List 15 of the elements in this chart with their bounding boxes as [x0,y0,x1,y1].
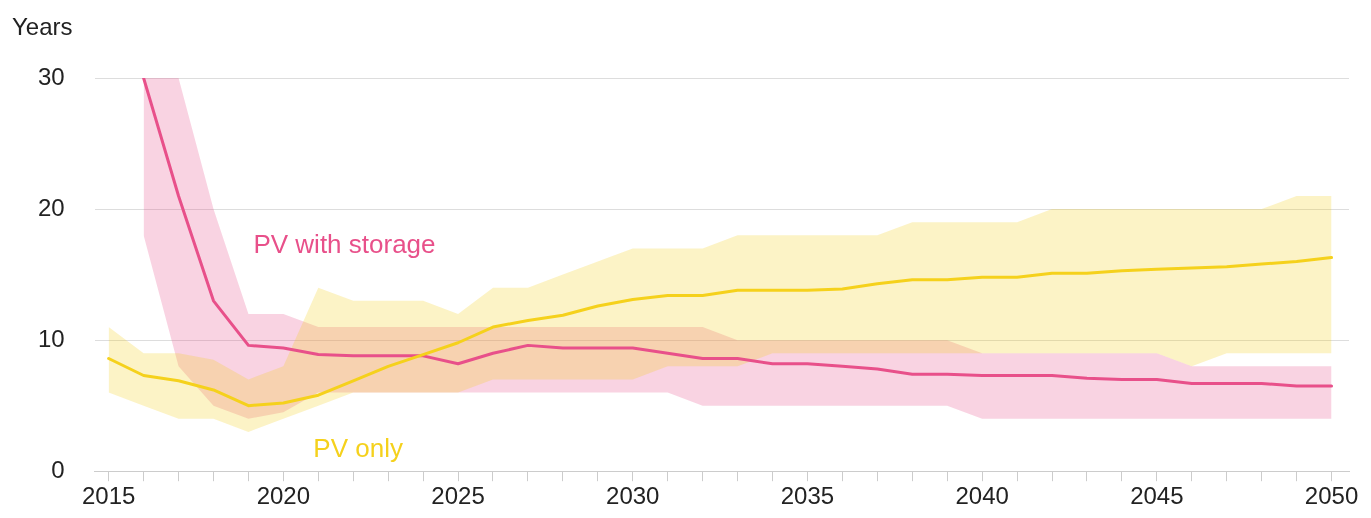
x-tick-label: 2045 [1130,482,1184,510]
x-tick-label: 2020 [256,482,311,510]
x-tick-label: 2035 [780,482,835,510]
x-tick-label: 2015 [81,482,136,510]
y-tick-label: 0 [51,455,65,483]
x-tick-label: 2040 [955,482,1009,510]
x-tick-label: 2030 [606,482,660,510]
series-label: PV only [313,433,403,464]
series-label: PV with storage [253,228,436,259]
y-tick-label: 20 [37,193,65,221]
x-tick-label: 2025 [431,482,485,510]
y-tick-label: 30 [37,62,65,90]
y-tick-label: 10 [37,324,65,352]
y-axis-title: Years [12,12,73,40]
x-tick-label: 2050 [1304,482,1359,510]
